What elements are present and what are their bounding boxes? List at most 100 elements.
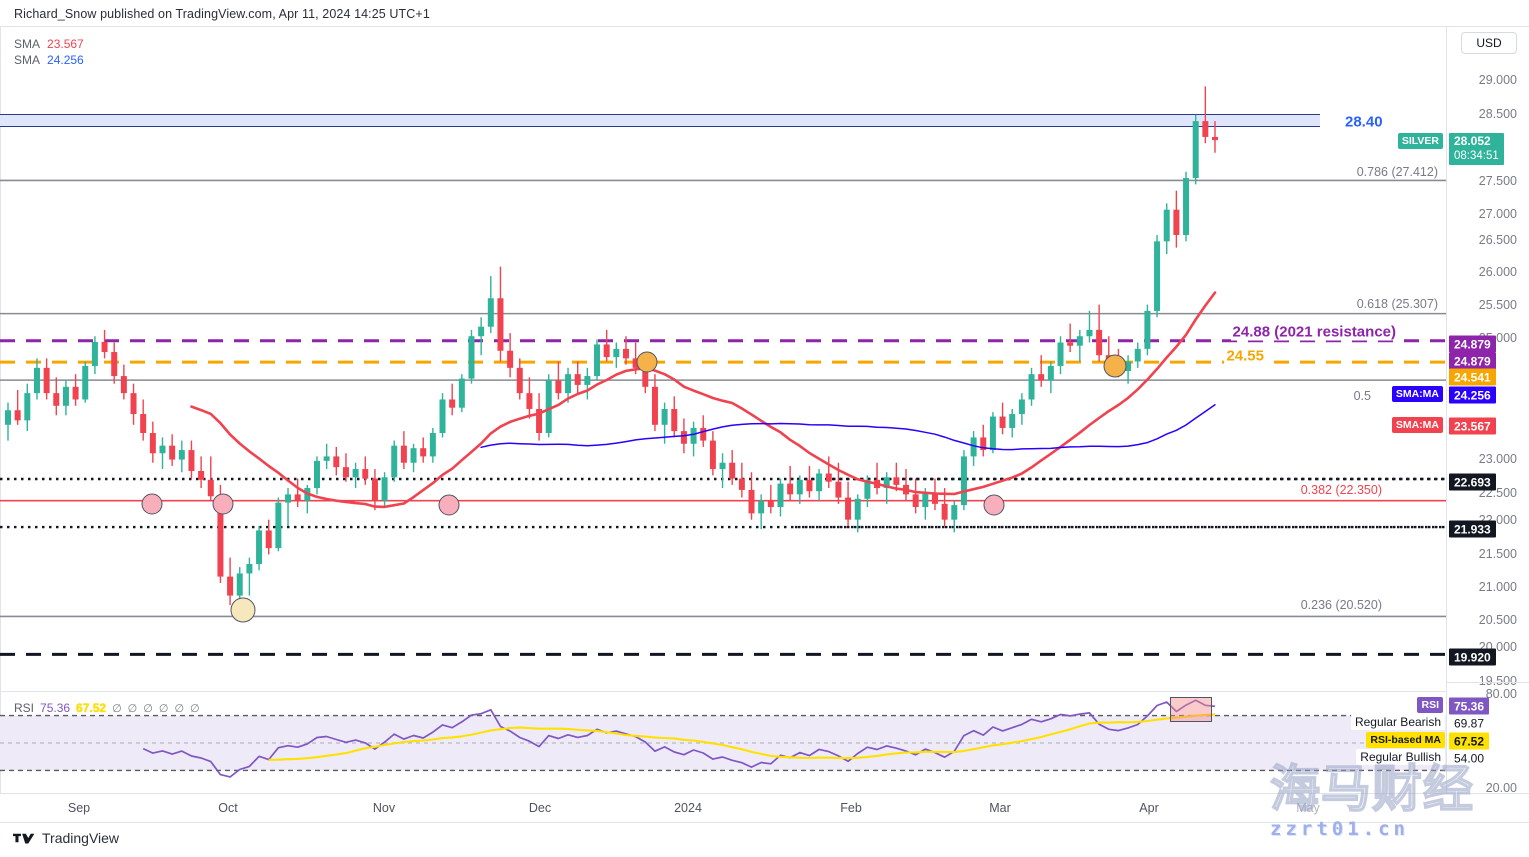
candle-body <box>545 380 552 434</box>
candle-body <box>140 414 147 434</box>
level-19920-tag: 19.920 <box>1449 648 1496 666</box>
time-label-oct: Oct <box>218 801 238 815</box>
marker-pink-1 <box>141 493 163 515</box>
time-axis[interactable]: Sep Oct Nov Dec 2024 Feb Mar Apr May <box>0 793 1529 823</box>
candle-body <box>62 386 69 406</box>
candle-body <box>33 367 40 394</box>
legend-sma-value-1: 23.567 <box>47 37 84 51</box>
time-label-feb: Feb <box>840 801 862 815</box>
chart-legend: SMA 23.567 SMA 24.256 <box>14 36 84 68</box>
candle-body <box>1067 342 1074 346</box>
sma-line-red <box>190 291 1217 509</box>
candle-body <box>120 376 127 394</box>
rsi-ma-line <box>268 713 1216 761</box>
candle-body <box>758 500 765 514</box>
time-label-dec: Dec <box>528 801 552 815</box>
fib-786-label: 0.786 (27.412) <box>1354 165 1440 179</box>
candle-body <box>980 437 987 451</box>
candle-body <box>468 336 475 379</box>
candle-body <box>169 445 176 460</box>
publisher-line: Richard_Snow published on TradingView.co… <box>14 7 430 21</box>
candle-body <box>516 367 523 394</box>
candle-body <box>787 483 794 495</box>
candle-body <box>256 530 263 564</box>
price-tick-26-000: 26.000 <box>1478 265 1517 279</box>
price-axis[interactable]: USD 29.000 28.500 27.500 27.000 26.500 26.000… <box>1447 26 1529 795</box>
plot-left-border <box>0 26 1 793</box>
price-tick-19-500: 19.500 <box>1478 674 1517 688</box>
candle-body <box>439 399 446 434</box>
candle-body <box>227 576 234 596</box>
rsi-legend-ma-value: 67.52 <box>76 701 107 715</box>
tradingview-brand: TradingView <box>42 830 120 846</box>
candle-body <box>970 437 977 457</box>
rsi-tick-20-00: 20.00 <box>1485 781 1517 795</box>
candle-body <box>43 367 50 394</box>
candle-body <box>536 408 543 434</box>
rsi-legend-label: RSI <box>14 701 35 715</box>
price-tick-21-500: 21.500 <box>1478 547 1517 561</box>
candle-body <box>729 462 736 479</box>
rsi-value-tag: 75.36 <box>1449 697 1490 715</box>
candle-body <box>217 496 224 577</box>
candle-body <box>960 456 967 506</box>
sma-line-blue <box>480 404 1216 451</box>
marker-pink-3 <box>438 494 460 516</box>
candle-body <box>1192 121 1199 179</box>
candle-body <box>719 462 726 470</box>
candle-body <box>690 427 697 444</box>
marker-pink-2 <box>212 493 234 515</box>
rsi-legend-null-4: ∅ <box>174 702 185 715</box>
price-tick-28-500: 28.500 <box>1478 107 1517 121</box>
candle-body <box>1212 136 1218 141</box>
candle-body <box>236 573 243 596</box>
rsi-ma-tag: 67.52 <box>1449 732 1490 750</box>
price-tick-23-000: 23.000 <box>1478 452 1517 466</box>
candle-body <box>999 416 1006 428</box>
candle-body <box>922 492 929 508</box>
axis-pane-separator <box>1447 682 1529 683</box>
candle-body <box>642 367 649 387</box>
candle-body <box>661 408 668 425</box>
marker-orange-2 <box>1103 354 1127 378</box>
last-price-value: 28.052 <box>1454 134 1491 148</box>
legend-sma-label-1: SMA <box>14 37 41 51</box>
candle-body <box>178 450 185 460</box>
currency-badge[interactable]: USD <box>1461 32 1517 54</box>
candle-body <box>864 479 871 499</box>
time-label-may: May <box>1296 801 1320 815</box>
tradingview-footer[interactable]: TradingView <box>13 830 119 846</box>
fib-618-label: 0.618 (25.307) <box>1354 297 1440 311</box>
candle-body <box>313 460 320 489</box>
candle-body <box>883 477 890 489</box>
candle-body <box>101 341 108 353</box>
candle-body <box>82 365 89 400</box>
candle-body <box>555 380 562 394</box>
rsi-pane[interactable]: RSI 75.36 67.52 ∅ ∅ ∅ ∅ ∅ ∅ <box>0 691 1447 793</box>
candle-body <box>854 498 861 520</box>
candle-body <box>507 350 514 368</box>
resistance-2488-tag: 24.879 <box>1449 335 1496 353</box>
candle-body <box>1009 414 1016 428</box>
rsi-legend: RSI 75.36 67.52 ∅ ∅ ∅ ∅ ∅ ∅ <box>14 701 200 715</box>
candle-body <box>381 477 388 501</box>
sma-ma-blue-tag: 24.256 <box>1449 386 1496 404</box>
candle-body <box>72 386 79 400</box>
candle-body <box>265 530 272 549</box>
candle-body <box>1076 336 1083 346</box>
candle-body <box>1183 178 1190 235</box>
candle-body <box>285 494 292 503</box>
rsi-tick-80-00: 80.00 <box>1485 687 1517 701</box>
candle-body <box>622 348 629 359</box>
time-label-mar: Mar <box>989 801 1011 815</box>
candle-body <box>777 483 784 508</box>
candle-body <box>632 358 639 368</box>
main-chart-pane[interactable]: SMA 23.567 SMA 24.256 28.40 0.786 (27.41… <box>0 26 1447 690</box>
candle-body <box>613 348 620 358</box>
candle-body <box>294 494 301 501</box>
level-22693-tag: 22.693 <box>1449 473 1496 491</box>
candle-body <box>893 477 900 485</box>
price-tick-21-000: 21.000 <box>1478 580 1517 594</box>
candle-body <box>362 469 369 479</box>
level-lines-layer <box>0 179 1446 656</box>
